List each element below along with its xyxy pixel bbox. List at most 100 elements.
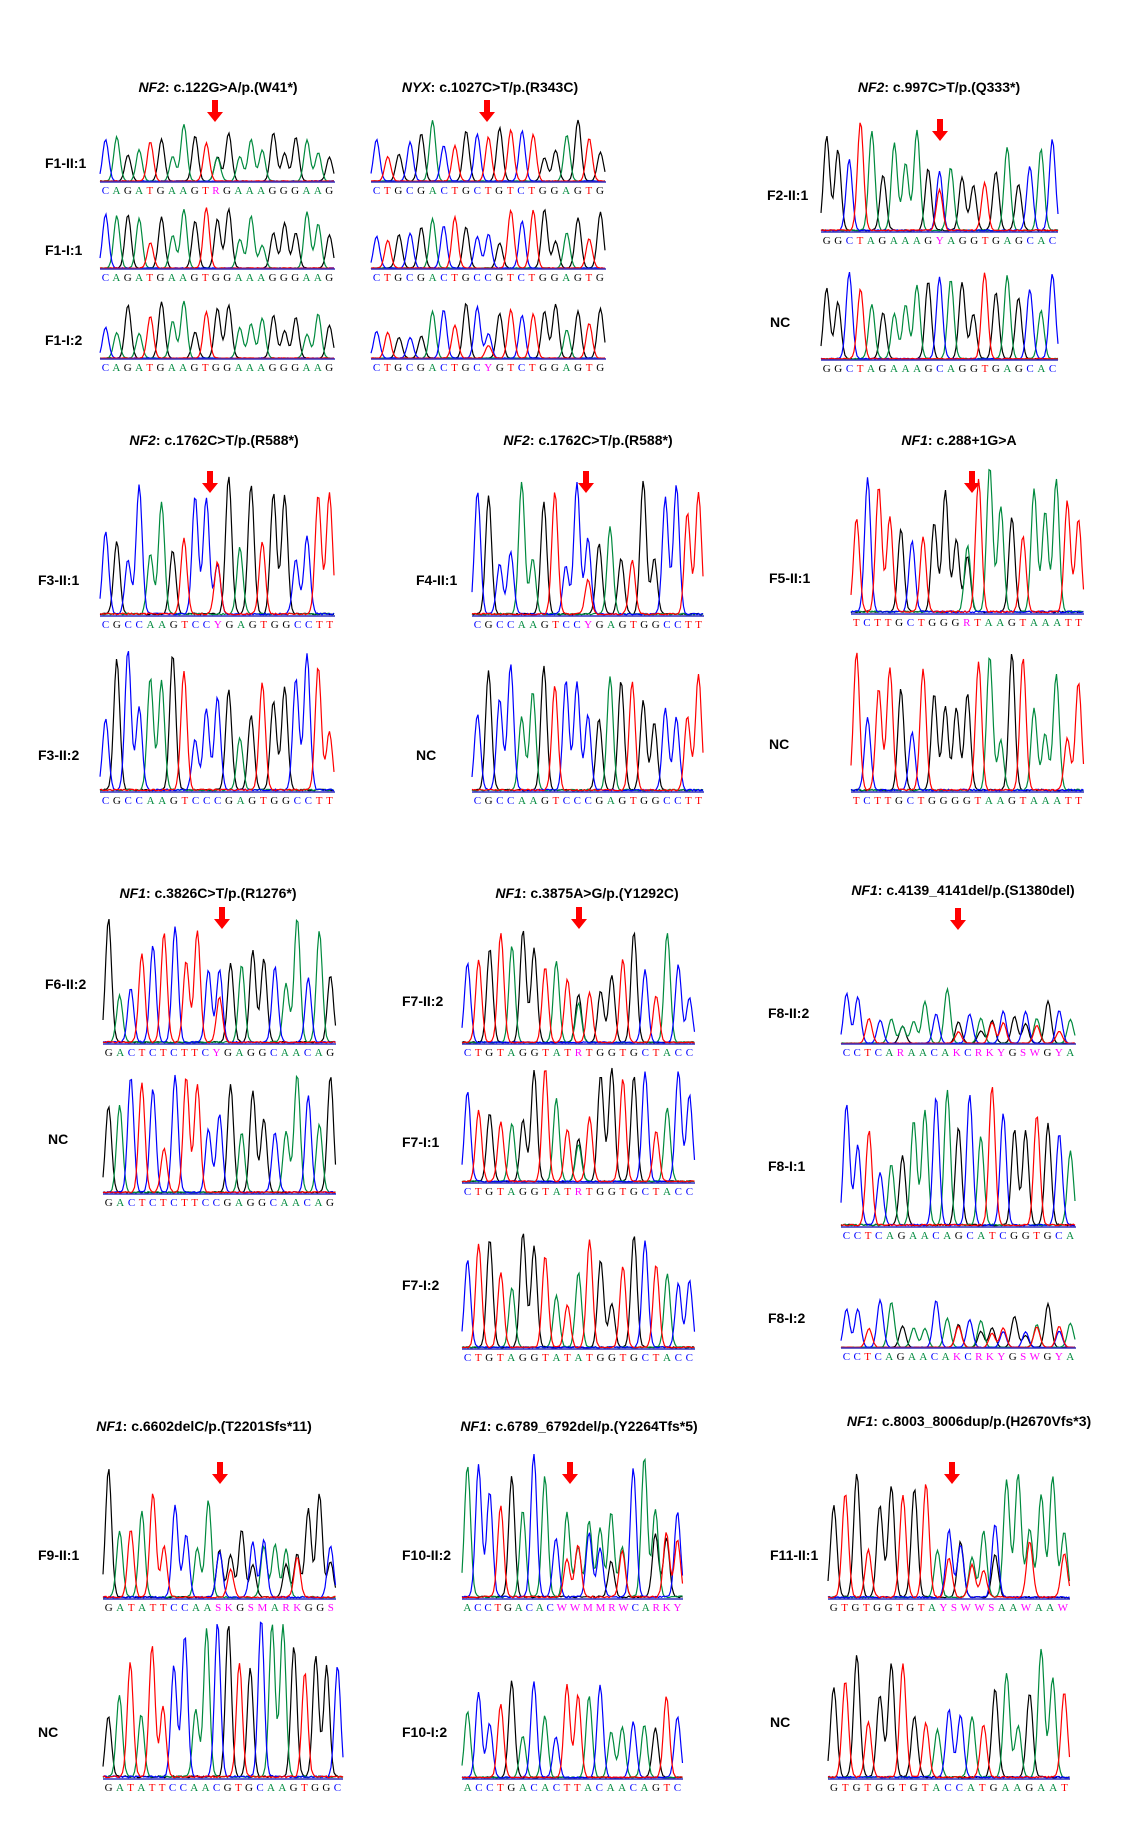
base-call: A — [867, 363, 875, 375]
base-call: G — [896, 1351, 905, 1363]
base-call: A — [1037, 363, 1046, 375]
trace-channel-C — [99, 651, 335, 792]
base-call: A — [428, 272, 437, 284]
base-call: A — [909, 1230, 918, 1242]
base-call: A — [535, 1602, 544, 1614]
panel-title: NF1: c.6602delC/p.(T2201Sfs*11) — [96, 1418, 312, 1434]
base-call: M — [257, 1602, 268, 1614]
base-call: T — [451, 185, 459, 197]
base-call: A — [302, 185, 311, 197]
base-call: C — [148, 1047, 157, 1059]
sample-label: F10-I:2 — [402, 1724, 448, 1740]
base-call: W — [1057, 1602, 1068, 1614]
variant: : c.122G>A/p.(W41*) — [164, 79, 298, 95]
base-call: T — [864, 1047, 872, 1059]
base-call: C — [405, 272, 414, 284]
base-call: G — [939, 795, 948, 807]
base-call: G — [1007, 617, 1016, 629]
base-call: A — [886, 1230, 894, 1242]
sample-label: F3-II:2 — [38, 747, 80, 763]
base-call: T — [496, 1047, 504, 1059]
base-call: Y — [935, 235, 944, 247]
trace-svg — [102, 1468, 337, 1600]
trace-channel-C — [840, 1297, 1075, 1349]
base-call: T — [585, 1186, 593, 1198]
base-call: G — [289, 1782, 298, 1794]
trace-channel-T — [471, 492, 704, 616]
trace-channel-C — [99, 138, 335, 183]
base-call: A — [280, 1047, 289, 1059]
panel-title: NF1: c.3875A>G/p.(Y1292C) — [495, 885, 678, 901]
base-call: T — [695, 619, 702, 631]
sample-label: F8-II:2 — [768, 1005, 810, 1021]
base-call: T — [630, 619, 637, 631]
base-call: C — [853, 1047, 861, 1059]
base-call: A — [203, 1602, 212, 1614]
base-call: A — [1030, 795, 1038, 807]
base-call: G — [223, 1197, 232, 1209]
base-call: A — [1066, 1047, 1075, 1059]
base-call: G — [897, 1230, 906, 1242]
red-down-arrow-icon — [202, 471, 218, 493]
base-call: W — [974, 1602, 985, 1614]
base-call: G — [169, 795, 178, 807]
base-call: T — [506, 185, 514, 197]
red-down-arrow-icon — [571, 907, 587, 929]
base-call: C — [463, 1186, 472, 1198]
base-call: A — [158, 795, 167, 807]
base-call: G — [574, 362, 583, 374]
base-call: G — [875, 1782, 884, 1794]
base-call: G — [394, 272, 403, 284]
base-call: A — [278, 1782, 287, 1794]
base-call: G — [325, 1197, 334, 1209]
trace-channel-T — [461, 933, 695, 1044]
base-call: S — [1020, 1351, 1027, 1363]
base-call: G — [190, 362, 199, 374]
base-call: C — [964, 1351, 972, 1363]
base-call: G — [104, 1197, 113, 1209]
base-call: C — [845, 235, 854, 247]
panel-title: NYX: c.1027C>T/p.(R343C) — [402, 79, 578, 95]
base-call: C — [875, 1230, 883, 1242]
trace-channel-G — [827, 1655, 1070, 1779]
base-call: G — [851, 1602, 860, 1614]
base-call: G — [484, 619, 493, 631]
base-call: T — [874, 617, 882, 629]
base-call: G — [951, 617, 960, 629]
base-call: W — [1029, 1351, 1041, 1363]
base-call: C — [906, 795, 914, 807]
trace-channel-T — [99, 667, 335, 792]
base-call: T — [864, 1230, 872, 1242]
panel-title: NF1: c.8003_8006dup/p.(H2670Vfs*3) — [847, 1413, 1091, 1429]
base-call: T — [841, 1602, 848, 1614]
trace-svg — [840, 986, 1076, 1045]
base-call: T — [586, 1352, 593, 1364]
base-call: Y — [997, 1047, 1006, 1059]
base-call: A — [552, 1186, 561, 1198]
base-call: T — [383, 185, 391, 197]
base-call: A — [428, 185, 437, 197]
base-call: A — [1034, 1602, 1043, 1614]
base-call: T — [542, 1047, 550, 1059]
base-call: G — [156, 272, 165, 284]
trace-channel-C — [840, 1094, 1076, 1227]
sample-label: F3-II:1 — [38, 572, 80, 588]
gene-name: NF1 — [460, 1418, 487, 1434]
base-call: G — [311, 1782, 320, 1794]
base-call: A — [517, 619, 526, 631]
base-call: T — [695, 795, 702, 807]
base-call: T — [159, 1602, 167, 1614]
base-call: C — [674, 795, 682, 807]
base-call: C — [213, 795, 222, 807]
variant: : c.288+1G>A — [927, 432, 1017, 448]
trace-svg — [840, 1086, 1076, 1228]
base-call: T — [260, 619, 268, 631]
base-call: C — [440, 272, 448, 284]
